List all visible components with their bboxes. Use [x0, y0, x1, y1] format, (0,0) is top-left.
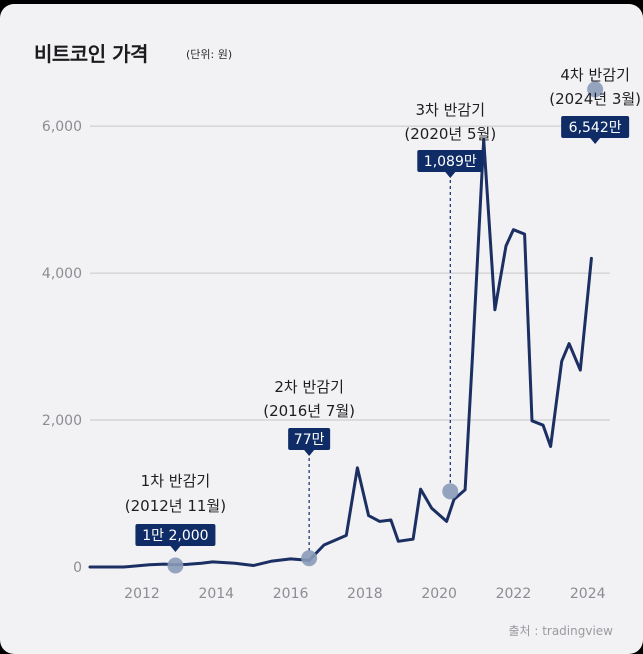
x-tick-label: 2020 [421, 586, 457, 602]
price-badge [417, 150, 484, 172]
halving-marker [167, 557, 184, 574]
price-badge-pointer [445, 172, 456, 178]
halving-date: (2016년 7월) [263, 402, 355, 420]
price-badge-pointer [170, 546, 181, 552]
price-line [88, 137, 593, 569]
halving-date: (2012년 11월) [125, 497, 226, 515]
halving-label: 4차 반감기 [560, 66, 630, 84]
price-badge [135, 524, 216, 546]
x-tick-label: 2018 [347, 586, 383, 602]
price-badge-label: 77만 [294, 432, 325, 448]
y-tick-label: 2,000 [42, 413, 82, 429]
source-label: 출처 : tradingview [508, 624, 613, 638]
price-badge-label: 1,089만 [424, 154, 477, 170]
x-tick-label: 2022 [496, 586, 532, 602]
price-badge-label: 1만 2,000 [142, 528, 208, 544]
halving-label: 3차 반감기 [416, 101, 486, 119]
y-tick-label: 6,000 [42, 119, 82, 135]
halving-marker [442, 483, 459, 500]
price-badge-label: 6,542만 [569, 120, 622, 136]
halving-label: 2차 반감기 [274, 378, 344, 396]
price-badge [561, 116, 630, 138]
y-tick-label: 4,000 [42, 266, 82, 282]
price-badge [288, 428, 331, 450]
chart-title: 비트코인 가격 [34, 42, 148, 66]
x-tick-label: 2012 [124, 586, 160, 602]
x-tick-label: 2024 [570, 586, 606, 602]
halving-marker [587, 81, 604, 98]
price-badge-pointer [304, 450, 315, 456]
unit-label: (단위: 원) [186, 48, 233, 61]
x-tick-label: 2016 [273, 586, 309, 602]
halving-marker [301, 550, 318, 567]
halving-date: (2024년 3월) [549, 90, 641, 108]
x-tick-label: 2014 [198, 586, 234, 602]
price-badge-pointer [590, 138, 601, 144]
halving-label: 1차 반감기 [141, 472, 211, 490]
halving-date: (2020년 5월) [404, 125, 496, 143]
y-tick-label: 0 [73, 560, 82, 576]
